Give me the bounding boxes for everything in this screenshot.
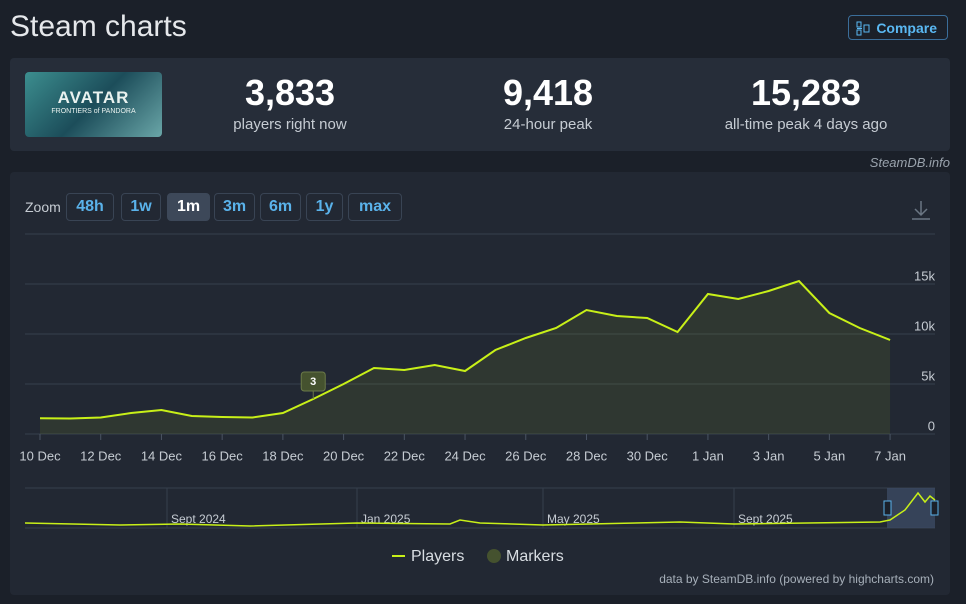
stat-value: 15,283 bbox=[750, 72, 862, 113]
zoom-button[interactable]: 48h bbox=[66, 193, 114, 221]
stat-label: all-time peak 4 days ago bbox=[724, 116, 888, 133]
logo-subtitle: FRONTIERS of PANDORA bbox=[51, 108, 136, 115]
x-tick-label: 12 Dec bbox=[80, 448, 122, 463]
page-title: Steam charts bbox=[10, 10, 187, 43]
zoom-button[interactable]: 3m bbox=[214, 193, 255, 221]
navigator bbox=[25, 488, 935, 528]
stat: 3,833 players right now bbox=[170, 72, 410, 133]
navigator-handle bbox=[930, 500, 939, 516]
y-tick-label: 0 bbox=[928, 418, 935, 433]
x-tick-label: 14 Dec bbox=[141, 448, 183, 463]
x-tick-label: 24 Dec bbox=[444, 448, 486, 463]
download-icon bbox=[912, 201, 930, 220]
credits: data by SteamDB.info (powered by highcha… bbox=[659, 572, 934, 586]
zoom-button[interactable]: 1w bbox=[121, 193, 161, 221]
navigator-label: May 2025 bbox=[547, 512, 600, 526]
x-tick-label: 16 Dec bbox=[202, 448, 244, 463]
y-tick-label: 5k bbox=[921, 368, 935, 383]
stat-value: 9,418 bbox=[502, 72, 594, 113]
zoom-button[interactable]: 1y bbox=[306, 193, 343, 221]
legend-symbol bbox=[487, 549, 501, 563]
area bbox=[40, 281, 891, 434]
x-tick-label: 1 Jan bbox=[692, 448, 724, 463]
stat: 15,283 all-time peak 4 days ago bbox=[686, 72, 926, 133]
navigator-line bbox=[24, 491, 936, 527]
zoom-button[interactable]: 6m bbox=[260, 193, 301, 221]
compare-icon bbox=[856, 21, 870, 35]
x-tick-label: 26 Dec bbox=[505, 448, 547, 463]
x-tick-label: 22 Dec bbox=[384, 448, 426, 463]
flag-label: 3 bbox=[310, 376, 316, 388]
legend-label: Players bbox=[411, 548, 464, 565]
x-tick-label: 5 Jan bbox=[813, 448, 845, 463]
y-tick-label: 10k bbox=[914, 318, 935, 333]
navigator-label: Sept 2024 bbox=[171, 512, 226, 526]
stat: 9,418 24-hour peak bbox=[428, 72, 668, 133]
zoom-button[interactable]: max bbox=[348, 193, 402, 221]
y-tick-label: 15k bbox=[914, 268, 935, 283]
zoom-label: Zoom bbox=[25, 199, 61, 215]
x-tick-label: 30 Dec bbox=[627, 448, 669, 463]
flag bbox=[300, 371, 326, 392]
x-tick-label: 18 Dec bbox=[262, 448, 304, 463]
navigator-window bbox=[887, 488, 935, 528]
attribution[interactable]: SteamDB.info bbox=[869, 155, 950, 170]
zoom-button[interactable]: 1m bbox=[167, 193, 210, 221]
logo-title: AVATAR bbox=[57, 88, 130, 107]
legend-label: Markers bbox=[506, 548, 564, 565]
x-tick-label: 7 Jan bbox=[874, 448, 906, 463]
x-tick-label: 3 Jan bbox=[753, 448, 785, 463]
stat-value: 3,833 bbox=[244, 72, 336, 113]
navigator-handle bbox=[883, 500, 892, 516]
game-logo: AVATAR FRONTIERS of PANDORA bbox=[25, 72, 162, 137]
stats-panel: AVATAR FRONTIERS of PANDORA 3,833 players… bbox=[10, 58, 950, 151]
compare-label: Compare bbox=[876, 19, 937, 36]
stat-label: players right now bbox=[233, 116, 347, 133]
series-line bbox=[39, 279, 891, 420]
x-tick-label: 28 Dec bbox=[566, 448, 608, 463]
x-tick-label: 20 Dec bbox=[323, 448, 365, 463]
stat-label: 24-hour peak bbox=[503, 116, 593, 133]
compare-button[interactable]: Compare bbox=[848, 15, 948, 40]
x-tick-label: 10 Dec bbox=[19, 448, 61, 463]
